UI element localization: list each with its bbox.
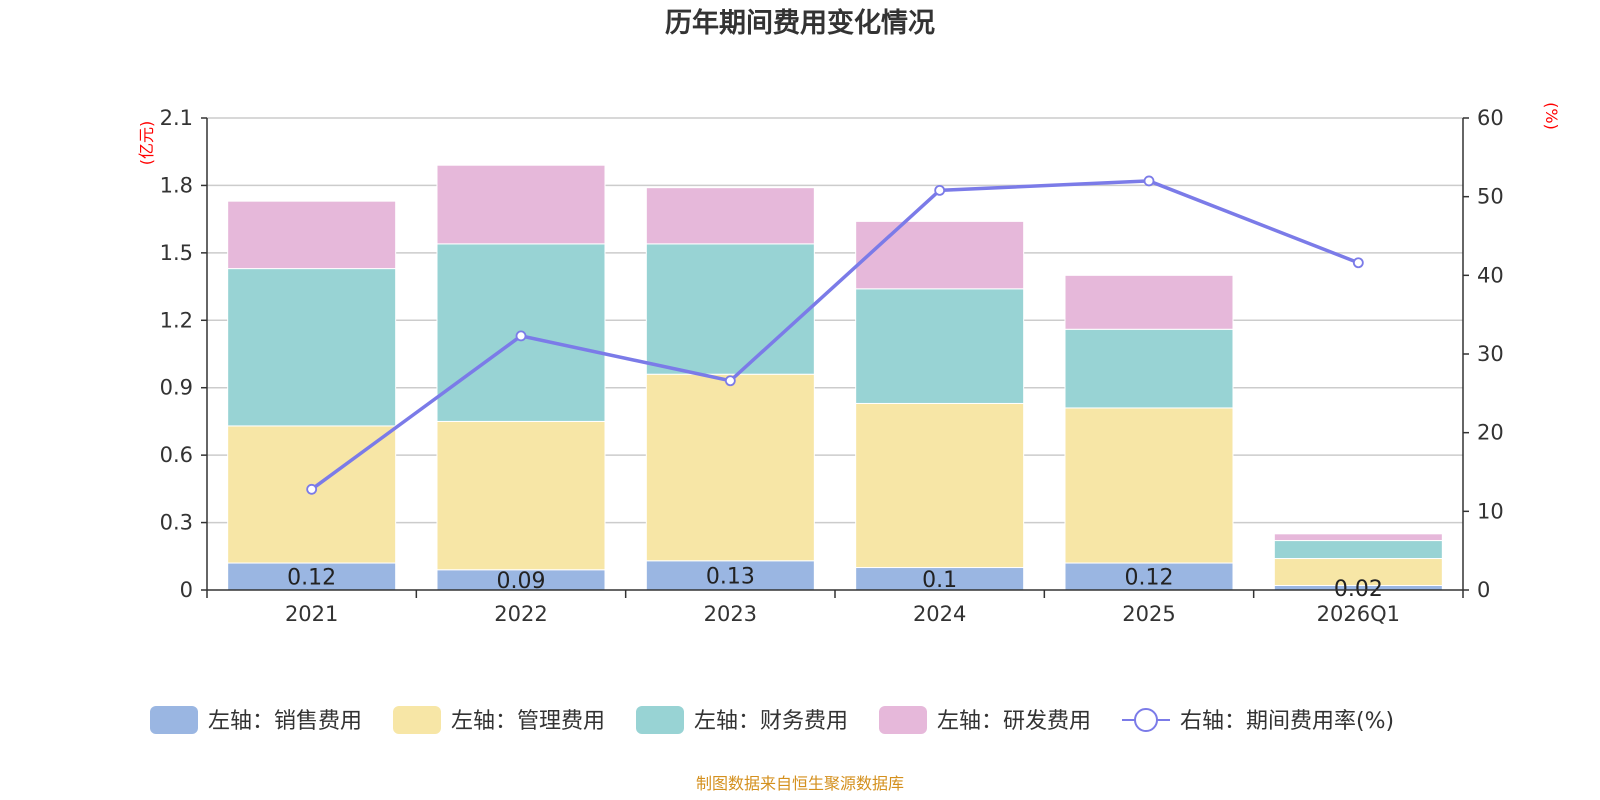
legend-marker bbox=[1134, 708, 1158, 732]
bar-segment-4[interactable] bbox=[436, 164, 606, 245]
left-tick-label: 0.9 bbox=[160, 376, 193, 400]
rate-line bbox=[310, 179, 1359, 491]
legend-swatch bbox=[636, 706, 684, 734]
legend-item[interactable]: 左轴：销售费用 bbox=[150, 706, 362, 734]
rate-point[interactable] bbox=[515, 330, 527, 342]
bar-segment-4[interactable] bbox=[1273, 533, 1443, 542]
bar-value-label: 0.13 bbox=[706, 564, 755, 589]
right-tick-label: 0 bbox=[1477, 578, 1490, 602]
legend-swatch bbox=[879, 706, 927, 734]
right-tick-label: 20 bbox=[1477, 421, 1504, 445]
bar-value-label: 0.12 bbox=[287, 566, 336, 591]
legend-item[interactable]: 左轴：财务费用 bbox=[636, 706, 848, 734]
bar-segment-3[interactable] bbox=[1273, 540, 1443, 560]
legend-item[interactable]: 左轴：管理费用 bbox=[393, 706, 605, 734]
left-tick-label: 1.5 bbox=[160, 241, 193, 265]
bar-segment-2[interactable] bbox=[855, 402, 1025, 569]
bar-segment-2[interactable] bbox=[645, 373, 815, 562]
bar-segment-4[interactable] bbox=[1064, 274, 1234, 330]
legend-label: 左轴：管理费用 bbox=[451, 709, 605, 734]
source-note: 制图数据来自恒生聚源数据库 bbox=[696, 774, 904, 793]
bar-segment-3[interactable] bbox=[645, 243, 815, 375]
bar-value-label: 0.12 bbox=[1125, 566, 1174, 591]
rate-point[interactable] bbox=[934, 184, 946, 196]
bar-segment-3[interactable] bbox=[227, 268, 397, 427]
bars-group: 0.12 0.09 0.13 0.1 0.12 0.02 bbox=[227, 164, 1443, 602]
bar-segment-3[interactable] bbox=[1064, 328, 1234, 409]
right-axis-unit: (%) bbox=[1542, 102, 1561, 130]
right-tick-label: 10 bbox=[1477, 499, 1504, 523]
legend-label: 右轴：期间费用率(%) bbox=[1180, 709, 1394, 734]
legend-swatch bbox=[393, 706, 441, 734]
x-tick-label: 2025 bbox=[1122, 602, 1175, 626]
left-tick-label: 0.3 bbox=[160, 511, 193, 535]
grid-lines bbox=[207, 117, 1463, 524]
legend-item[interactable]: 右轴：期间费用率(%) bbox=[1122, 708, 1394, 734]
legend-label: 左轴：销售费用 bbox=[208, 709, 362, 734]
legend-label: 左轴：研发费用 bbox=[937, 709, 1091, 734]
x-tick-label: 2021 bbox=[285, 602, 338, 626]
rate-line-group bbox=[306, 175, 1364, 495]
x-tick-label: 2024 bbox=[913, 602, 966, 626]
left-axis-unit: (亿元) bbox=[137, 121, 156, 166]
x-tick-label: 2026Q1 bbox=[1317, 602, 1400, 626]
bar-segment-3[interactable] bbox=[855, 288, 1025, 404]
right-tick-label: 30 bbox=[1477, 342, 1504, 366]
right-tick-label: 60 bbox=[1477, 106, 1504, 130]
left-tick-label: 1.2 bbox=[160, 308, 193, 332]
rate-point[interactable] bbox=[724, 375, 736, 387]
axes-group: 0 0.3 0.6 0.9 1.2 1.5 1.8 2.1 0 10 20 30 40 50 60 (亿元) (… bbox=[137, 102, 1561, 626]
bar-segment-2[interactable] bbox=[1064, 407, 1234, 564]
legend-swatch bbox=[150, 706, 198, 734]
bar-segment-1[interactable] bbox=[1064, 562, 1234, 591]
left-tick-label: 0.6 bbox=[160, 443, 193, 467]
chart-title: 历年期间费用变化情况 bbox=[665, 7, 935, 39]
right-tick-label: 40 bbox=[1477, 263, 1504, 287]
x-tick-label: 2022 bbox=[494, 602, 547, 626]
legend-label: 左轴：财务费用 bbox=[694, 709, 848, 734]
left-tick-label: 2.1 bbox=[160, 106, 193, 130]
legend: 左轴：销售费用 左轴：管理费用 左轴：财务费用 左轴：研发费用 右轴：期间费用率(%) bbox=[150, 706, 1394, 734]
bar-segment-4[interactable] bbox=[645, 187, 815, 245]
rate-point[interactable] bbox=[1352, 257, 1364, 269]
right-tick-label: 50 bbox=[1477, 185, 1504, 209]
bar-value-label: 0.1 bbox=[922, 568, 957, 593]
left-tick-label: 0 bbox=[180, 578, 193, 602]
x-tick-label: 2023 bbox=[704, 602, 757, 626]
bar-segment-4[interactable] bbox=[227, 200, 397, 270]
bar-segment-2[interactable] bbox=[1273, 558, 1443, 587]
rate-point[interactable] bbox=[306, 483, 318, 495]
bar-segment-4[interactable] bbox=[855, 220, 1025, 290]
legend-item[interactable]: 左轴：研发费用 bbox=[879, 706, 1091, 734]
rate-point[interactable] bbox=[1143, 175, 1155, 187]
left-tick-label: 1.8 bbox=[160, 173, 193, 197]
bar-segment-2[interactable] bbox=[436, 420, 606, 571]
